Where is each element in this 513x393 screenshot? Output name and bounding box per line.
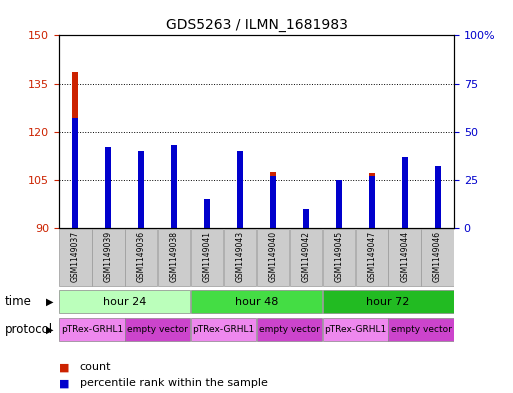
Bar (323, 228, 355, 286)
Bar (158, 228, 190, 286)
Text: ▶: ▶ (46, 297, 54, 307)
Bar (204, 199, 210, 228)
Bar (336, 215, 342, 228)
Text: ■: ■ (59, 362, 69, 373)
Bar (303, 209, 309, 228)
Bar (204, 213, 210, 228)
Bar (369, 173, 374, 228)
Text: empty vector: empty vector (259, 325, 320, 334)
Text: empty vector: empty vector (127, 325, 188, 334)
Bar (257, 228, 289, 286)
Text: pTRex-GRHL1: pTRex-GRHL1 (61, 325, 123, 334)
Text: time: time (5, 295, 32, 308)
Text: percentile rank within the sample: percentile rank within the sample (80, 378, 267, 388)
Bar (388, 228, 421, 286)
Bar (402, 157, 408, 228)
Bar (92, 228, 125, 286)
Bar (171, 145, 177, 228)
Bar (270, 176, 276, 228)
Text: GSM1149045: GSM1149045 (334, 231, 343, 282)
Bar (257, 318, 322, 342)
Text: GSM1149038: GSM1149038 (170, 231, 179, 282)
Text: GSM1149039: GSM1149039 (104, 231, 113, 282)
Text: pTRex-GRHL1: pTRex-GRHL1 (324, 325, 386, 334)
Bar (60, 290, 190, 313)
Text: pTRex-GRHL1: pTRex-GRHL1 (192, 325, 255, 334)
Text: count: count (80, 362, 111, 373)
Text: GSM1149040: GSM1149040 (268, 231, 278, 282)
Text: GSM1149036: GSM1149036 (137, 231, 146, 282)
Bar (237, 151, 243, 228)
Bar (60, 318, 125, 342)
Bar (435, 166, 441, 228)
Title: GDS5263 / ILMN_1681983: GDS5263 / ILMN_1681983 (166, 18, 347, 31)
Text: hour 48: hour 48 (235, 297, 278, 307)
Bar (303, 220, 309, 228)
Bar (323, 318, 388, 342)
Text: ■: ■ (59, 378, 69, 388)
Bar (323, 290, 453, 313)
Text: empty vector: empty vector (391, 325, 451, 334)
Bar (72, 118, 78, 228)
Bar (435, 167, 441, 228)
Bar (388, 318, 453, 342)
Text: GSM1149042: GSM1149042 (301, 231, 310, 282)
Bar (60, 228, 92, 286)
Bar (125, 318, 190, 342)
Bar (369, 176, 374, 228)
Bar (125, 228, 157, 286)
Bar (224, 228, 256, 286)
Bar (270, 172, 276, 228)
Bar (336, 180, 342, 228)
Bar (171, 156, 177, 228)
Bar (421, 228, 453, 286)
Text: GSM1149041: GSM1149041 (203, 231, 212, 282)
Bar (290, 228, 322, 286)
Text: GSM1149044: GSM1149044 (400, 231, 409, 282)
Text: ▶: ▶ (46, 325, 54, 335)
Bar (402, 164, 408, 228)
Bar (191, 228, 223, 286)
Text: GSM1149037: GSM1149037 (71, 231, 80, 282)
Text: GSM1149047: GSM1149047 (367, 231, 376, 282)
Bar (72, 72, 78, 228)
Text: hour 24: hour 24 (103, 297, 147, 307)
Bar (191, 290, 322, 313)
Bar (191, 318, 256, 342)
Bar (356, 228, 388, 286)
Bar (139, 151, 144, 228)
Bar (105, 164, 111, 228)
Bar (105, 147, 111, 228)
Text: GSM1149043: GSM1149043 (235, 231, 245, 282)
Text: GSM1149046: GSM1149046 (433, 231, 442, 282)
Bar (237, 165, 243, 228)
Bar (139, 169, 144, 228)
Text: protocol: protocol (5, 323, 53, 336)
Text: hour 72: hour 72 (366, 297, 410, 307)
